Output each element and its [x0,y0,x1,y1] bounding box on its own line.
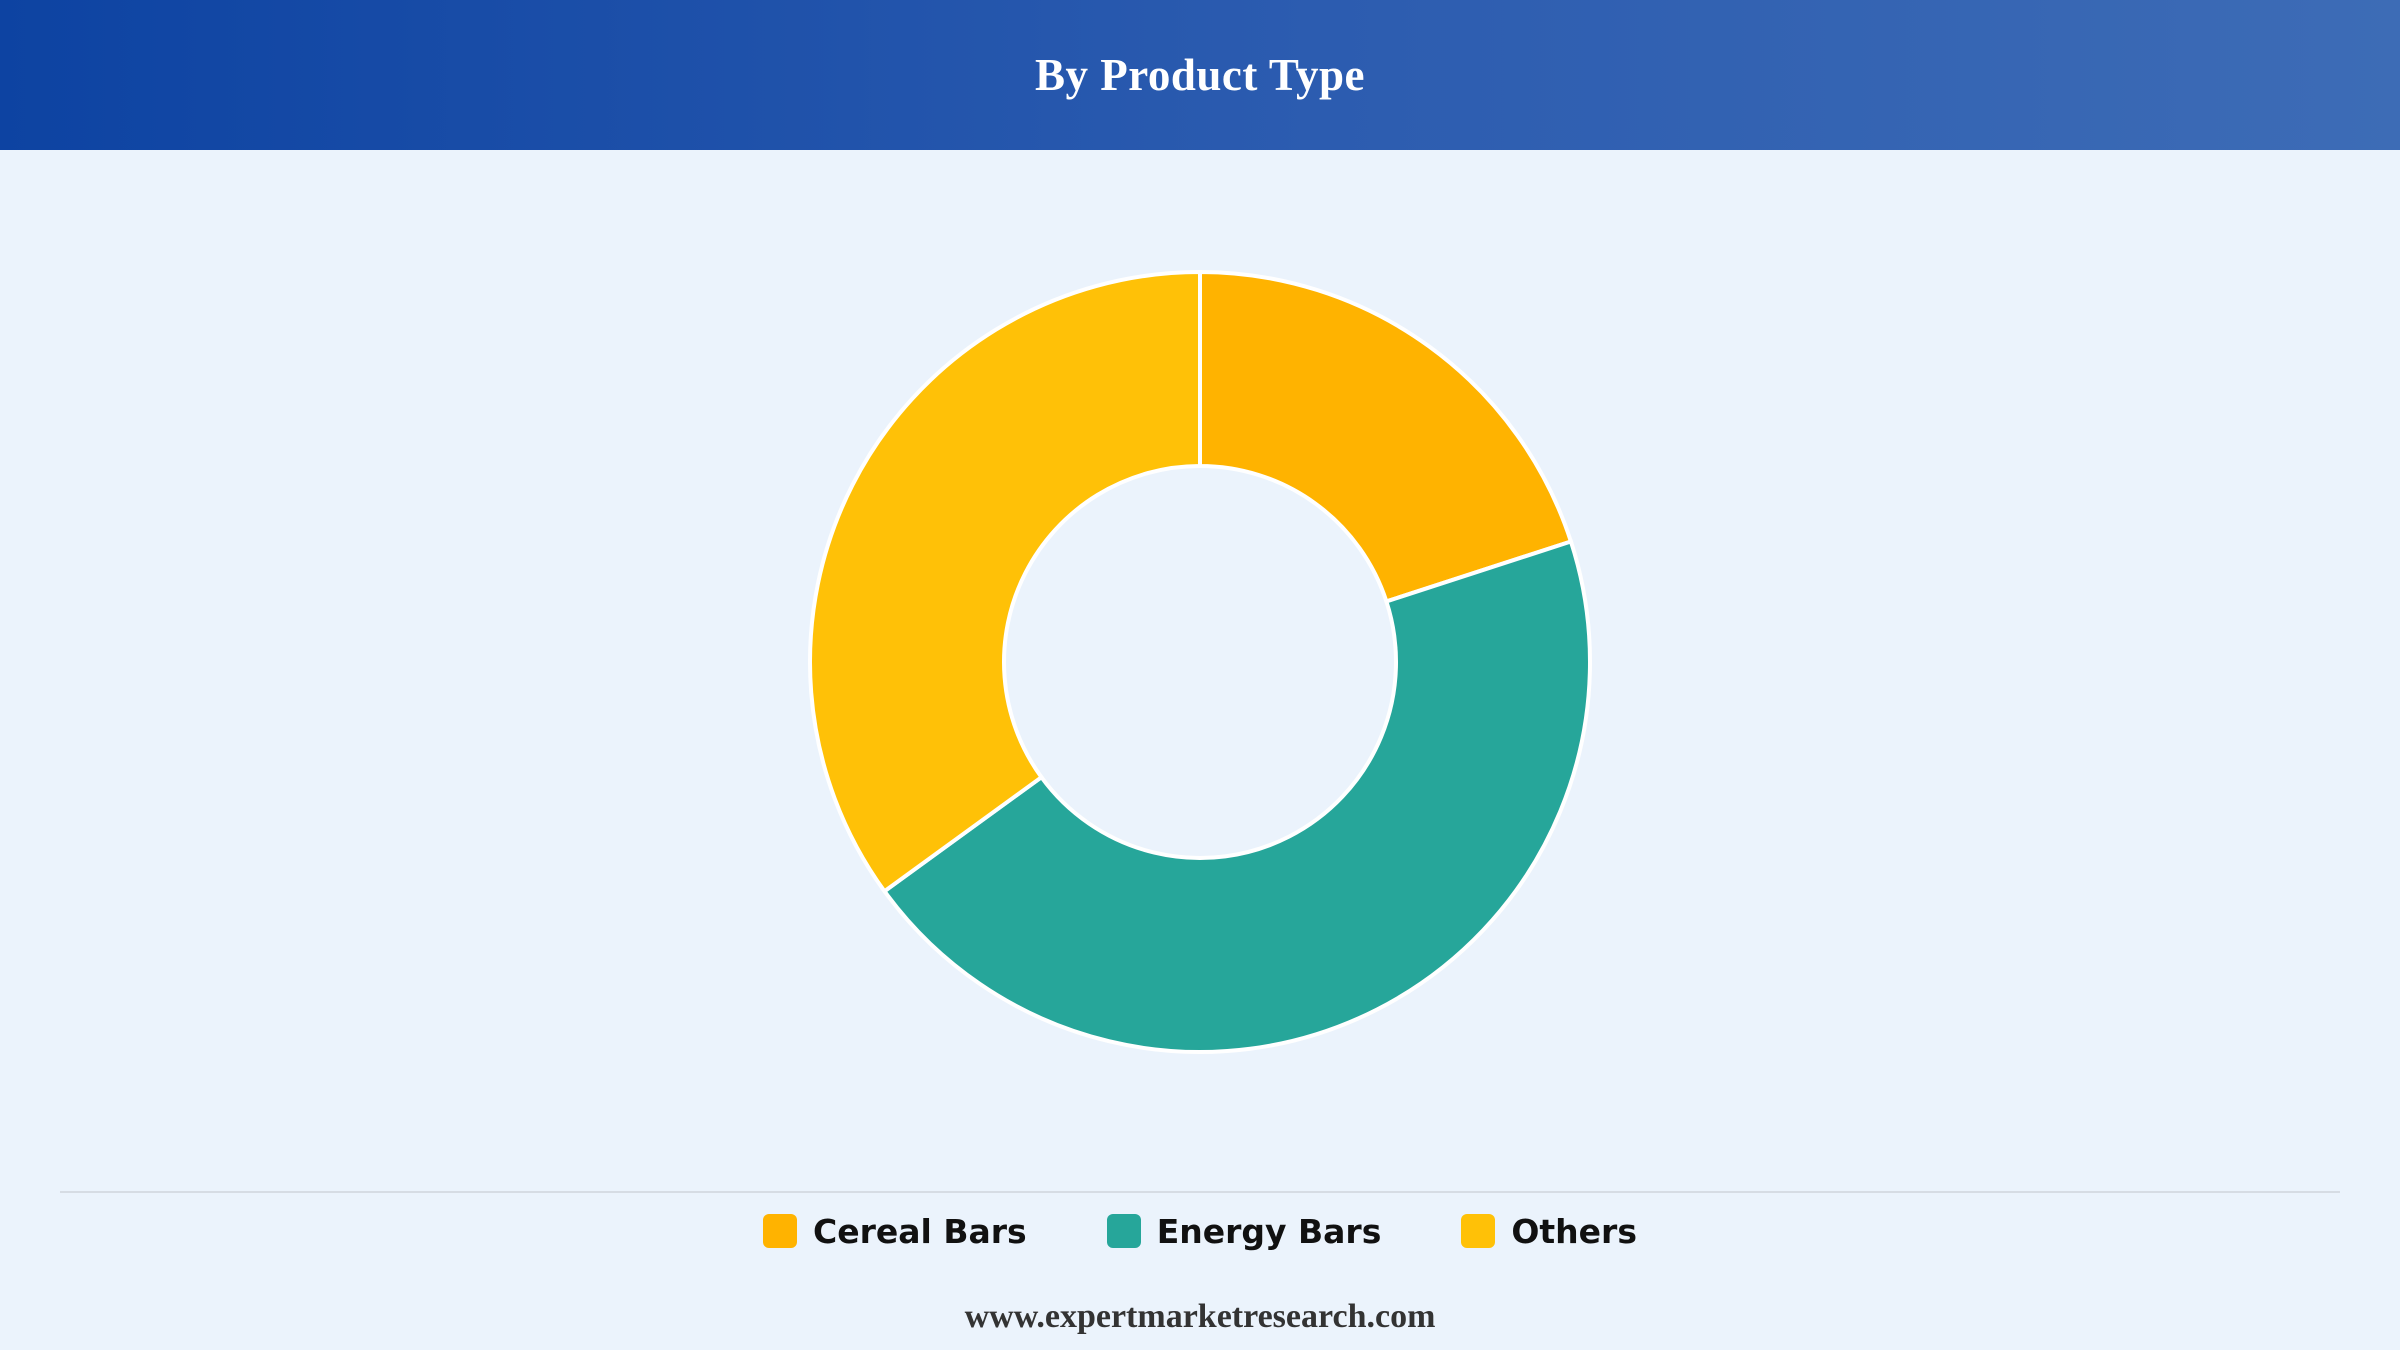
legend-item-cereal-bars[interactable]: Cereal Bars [763,1212,1027,1251]
header-banner: By Product Type [0,0,2400,150]
legend-swatch [763,1214,798,1248]
legend-swatch [1106,1214,1141,1248]
chart-title: By Product Type [1034,50,1366,100]
donut-chart [808,269,1592,1054]
legend-label: Energy Bars [1156,1211,1382,1251]
legend-label: Others [1511,1211,1637,1251]
legend: Cereal Bars Energy Bars Others [0,1205,2400,1257]
legend-divider [60,1191,2340,1193]
source-url: www.expertmarketresearch.com [964,1298,1436,1335]
chart-area [0,150,2400,1190]
donut-slice-energy-bars[interactable] [881,538,1592,1054]
legend-swatch [1461,1214,1496,1248]
donut-slice-others[interactable] [808,269,1202,895]
legend-item-others[interactable]: Others [1461,1212,1637,1251]
legend-label: Cereal Bars [813,1211,1027,1251]
donut-slice-cereal-bars[interactable] [1198,269,1574,604]
legend-item-energy-bars[interactable]: Energy Bars [1106,1211,1382,1251]
